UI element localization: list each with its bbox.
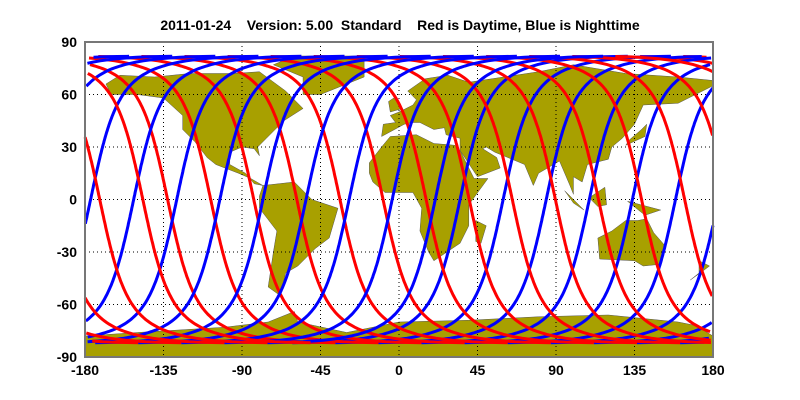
nighttime-track	[550, 225, 715, 345]
daytime-track	[529, 55, 714, 297]
land-sumatra	[564, 190, 585, 211]
y-tick-label: -90	[57, 349, 77, 365]
nighttime-track	[507, 86, 715, 345]
nighttime-track	[138, 54, 474, 345]
nighttime-track	[93, 54, 130, 59]
x-tick-label: 135	[623, 362, 647, 378]
daytime-track	[87, 72, 311, 345]
y-tick-labels: 90 60 30 0 -30 -60 -90	[57, 34, 77, 365]
nighttime-track	[95, 54, 431, 345]
nighttime-track	[335, 54, 671, 345]
daytime-track	[83, 296, 225, 345]
daytime-track	[184, 55, 508, 345]
nighttime-track	[181, 54, 517, 345]
nighttime-track	[421, 56, 712, 345]
y-tick-label: -60	[57, 297, 77, 313]
land-britain	[388, 97, 403, 113]
x-tick-label: 45	[470, 362, 486, 378]
daytime-track	[572, 55, 715, 136]
nighttime-track	[84, 54, 302, 323]
x-tick-label: -180	[71, 362, 99, 378]
daytime-track	[270, 55, 594, 345]
x-tick-labels: -180 -135 -90 -45 0 45 90 135 180	[71, 362, 725, 378]
plot-frame	[84, 41, 714, 358]
daytime-track	[83, 136, 268, 345]
x-tick-label: 180	[701, 362, 725, 378]
y-tick-label: 0	[69, 192, 77, 208]
nighttime-track	[87, 54, 388, 344]
y-tick-label: 90	[61, 34, 77, 50]
figure-title: 2011-01-24 Version: 5.00 Standard Red is…	[160, 17, 640, 33]
nighttime-track	[224, 54, 561, 345]
y-tick-label: 60	[61, 87, 77, 103]
x-tick-label: 90	[548, 362, 564, 378]
x-tick-label: -135	[149, 362, 177, 378]
nighttime-track	[464, 63, 711, 345]
daytime-track	[98, 55, 422, 345]
daytime-track	[399, 55, 711, 344]
daytime-track	[92, 339, 139, 345]
nighttime-track	[87, 54, 345, 339]
nighttime-track	[83, 54, 259, 224]
daytime-track	[313, 55, 638, 345]
x-tick-label: -45	[310, 362, 330, 378]
daytime-track	[89, 63, 336, 345]
x-tick-label: 0	[395, 362, 403, 378]
daytime-track	[141, 55, 465, 345]
daytime-track	[227, 55, 551, 345]
nighttime-track	[267, 54, 604, 345]
nighttime-track	[292, 54, 628, 345]
orbit-tracks	[83, 54, 715, 345]
nighttime-track	[87, 54, 173, 65]
daytime-track	[85, 331, 182, 345]
x-tick-label: -90	[232, 362, 252, 378]
daytime-track	[356, 55, 681, 345]
nighttime-track	[85, 54, 216, 88]
y-tick-label: 30	[61, 139, 77, 155]
y-tick-label: -30	[57, 244, 77, 260]
daytime-track	[615, 55, 714, 74]
nighttime-track	[378, 55, 702, 345]
daytime-track	[88, 56, 379, 345]
daytime-track	[486, 55, 711, 334]
daytime-track	[442, 55, 711, 342]
